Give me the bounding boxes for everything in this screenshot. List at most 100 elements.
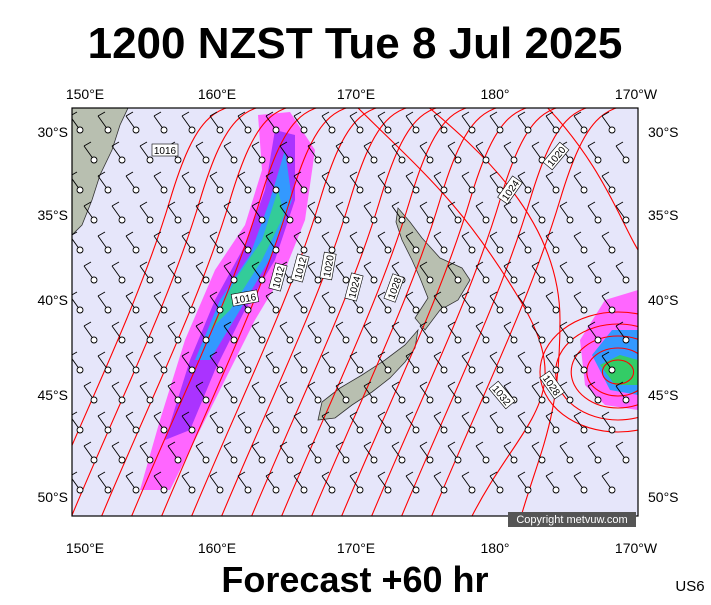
barb-flag bbox=[139, 261, 148, 267]
barb-flag bbox=[433, 111, 442, 117]
barb-flag bbox=[153, 111, 162, 117]
barb-station bbox=[510, 456, 518, 464]
barb-station bbox=[384, 306, 392, 314]
isobar bbox=[251, 108, 438, 516]
barb-flag bbox=[335, 201, 344, 207]
barb-station bbox=[552, 486, 560, 494]
isobar bbox=[341, 108, 528, 516]
barb-station bbox=[552, 126, 560, 134]
barb-flag bbox=[391, 441, 400, 447]
barb-flag bbox=[279, 201, 288, 207]
barb-station bbox=[90, 276, 98, 284]
barb-station bbox=[384, 426, 392, 434]
barb-flag bbox=[307, 381, 316, 387]
barb-station bbox=[440, 306, 448, 314]
barb-flag bbox=[72, 171, 78, 176]
barb-station bbox=[580, 246, 588, 254]
barb-station bbox=[314, 336, 322, 344]
barb-flag bbox=[363, 201, 372, 207]
isobar-label-box bbox=[539, 370, 565, 400]
land-north-island bbox=[395, 207, 471, 331]
barb-station bbox=[468, 306, 476, 314]
barb-station bbox=[230, 396, 238, 404]
barb-flag bbox=[209, 231, 218, 237]
barb-station bbox=[300, 366, 308, 374]
barb-flag bbox=[181, 351, 190, 357]
barb-flag bbox=[517, 111, 526, 117]
barb-station bbox=[482, 216, 490, 224]
barb-flag bbox=[405, 411, 414, 417]
barb-flag bbox=[391, 141, 400, 147]
barb-flag bbox=[531, 441, 540, 447]
barb-flag bbox=[125, 291, 134, 297]
barb-station bbox=[580, 486, 588, 494]
barb-station bbox=[76, 126, 84, 134]
barb-station bbox=[426, 396, 434, 404]
barb-station bbox=[468, 186, 476, 194]
barb-station bbox=[76, 426, 84, 434]
barb-station bbox=[244, 306, 252, 314]
barb-flag bbox=[181, 291, 190, 297]
isobar-label-box bbox=[497, 175, 523, 205]
isobar-label-box bbox=[542, 141, 570, 171]
barb-flag bbox=[573, 111, 582, 117]
barb-station bbox=[608, 246, 616, 254]
barb-flag bbox=[461, 411, 470, 417]
barb-flag bbox=[181, 171, 190, 177]
barb-station bbox=[580, 426, 588, 434]
barb-station bbox=[524, 366, 532, 374]
barb-flag bbox=[363, 381, 372, 387]
barb-flag bbox=[321, 351, 330, 357]
barb-station bbox=[538, 216, 546, 224]
barb-flag bbox=[335, 441, 344, 447]
barb-flag bbox=[265, 231, 274, 237]
barb-flag bbox=[251, 141, 260, 147]
barb-flag bbox=[279, 441, 288, 447]
barb-flag bbox=[83, 261, 92, 267]
barb-station bbox=[132, 306, 140, 314]
isobar bbox=[546, 108, 638, 251]
barb-station bbox=[594, 156, 602, 164]
barb-station bbox=[566, 216, 574, 224]
barb-flag bbox=[419, 201, 428, 207]
barb-flag bbox=[475, 261, 484, 267]
barb-station bbox=[370, 456, 378, 464]
barb-station bbox=[76, 306, 84, 314]
barb-station bbox=[314, 396, 322, 404]
barb-flag bbox=[587, 261, 596, 267]
barb-flag bbox=[111, 201, 120, 207]
barb-flag bbox=[559, 381, 568, 387]
barb-flag bbox=[545, 411, 554, 417]
barb-flag bbox=[97, 291, 106, 297]
barb-flag bbox=[83, 441, 92, 447]
barb-station bbox=[622, 276, 630, 284]
barb-station bbox=[272, 366, 280, 374]
latitude-label-right: 45°S bbox=[648, 387, 679, 403]
barb-flag bbox=[363, 441, 372, 447]
barb-station bbox=[426, 456, 434, 464]
isobar bbox=[161, 108, 348, 516]
barb-station bbox=[496, 426, 504, 434]
barb-flag bbox=[503, 381, 512, 387]
barb-station bbox=[328, 126, 336, 134]
barb-station bbox=[202, 456, 210, 464]
barb-flag bbox=[167, 201, 176, 207]
barb-flag bbox=[349, 471, 358, 477]
barb-station bbox=[342, 336, 350, 344]
barb-flag bbox=[251, 381, 260, 387]
barb-station bbox=[468, 486, 476, 494]
copyright-box bbox=[508, 512, 636, 527]
isobar bbox=[221, 108, 408, 516]
barb-flag bbox=[153, 351, 162, 357]
barb-station bbox=[524, 486, 532, 494]
barb-station bbox=[160, 246, 168, 254]
barb-station bbox=[370, 216, 378, 224]
barb-flag bbox=[475, 321, 484, 327]
barb-flag bbox=[447, 201, 456, 207]
barb-flag bbox=[167, 261, 176, 267]
barb-station bbox=[118, 276, 126, 284]
isobar-label-group: 1016 bbox=[230, 289, 260, 307]
barb-flag bbox=[321, 291, 330, 297]
barb-station bbox=[314, 156, 322, 164]
barb-flag bbox=[601, 291, 610, 297]
